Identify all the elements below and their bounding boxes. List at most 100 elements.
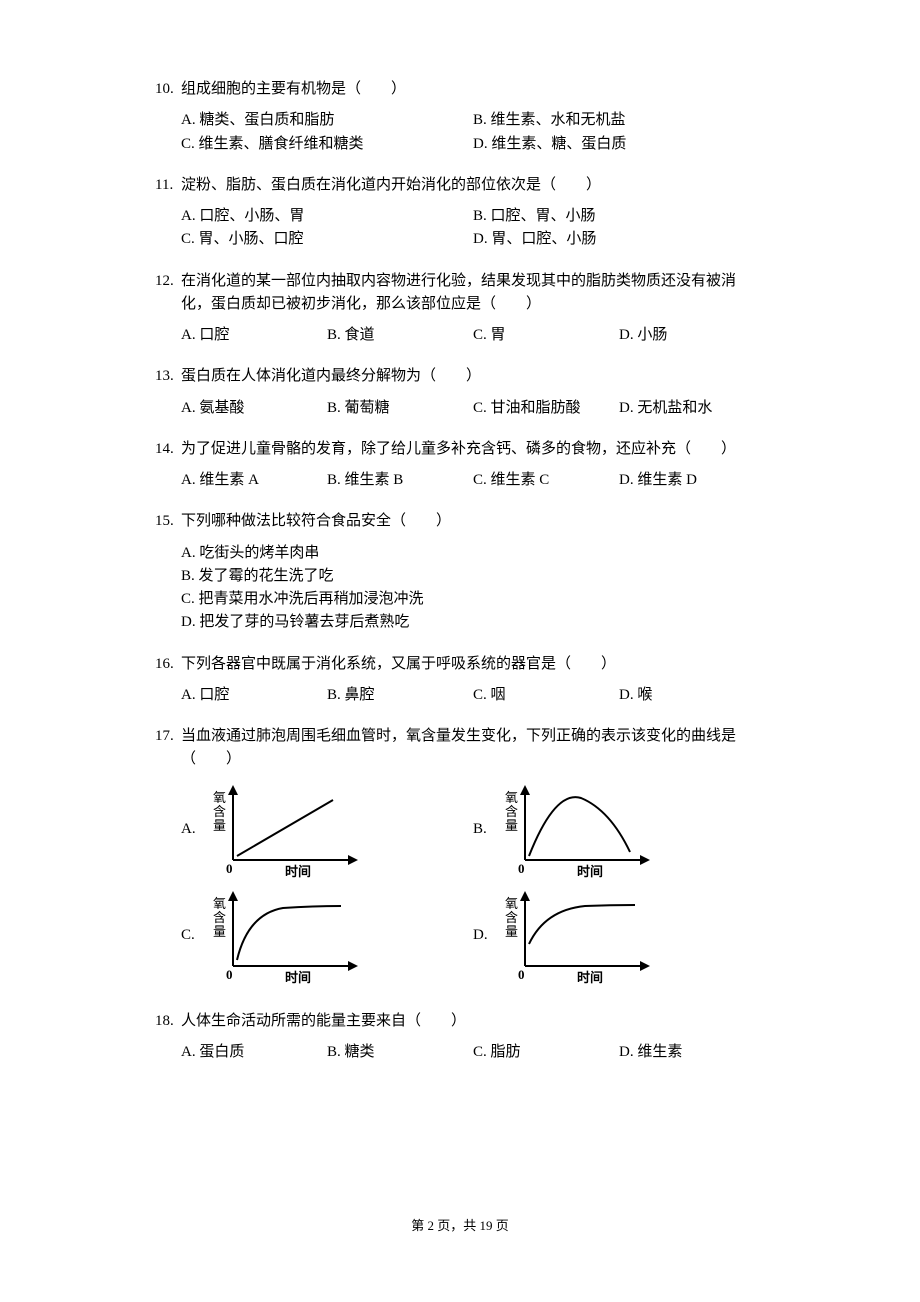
- option-d: D. 把发了芽的马铃薯去芽后煮熟吃: [181, 611, 765, 634]
- options: A. 吃街头的烤羊肉串 B. 发了霉的花生洗了吃 C. 把青菜用水冲洗后再稍加浸…: [181, 542, 765, 635]
- options: A. 蛋白质 B. 糖类 C. 脂肪 D. 维生素: [181, 1041, 765, 1064]
- chart-option-d: D. 氧含量 0 时间: [473, 886, 765, 986]
- svg-text:氧: 氧: [505, 896, 518, 911]
- origin-label: 0: [226, 861, 233, 876]
- question-18: 18. 人体生命活动所需的能量主要来自（ ） A. 蛋白质 B. 糖类 C. 脂…: [155, 1010, 765, 1065]
- option-b: B. 口腔、胃、小肠: [473, 205, 765, 228]
- svg-text:0: 0: [518, 861, 525, 876]
- question-11: 11. 淀粉、脂肪、蛋白质在消化道内开始消化的部位依次是（ ） A. 口腔、小肠…: [155, 174, 765, 252]
- oxygen-chart-b: 氧含量 0 时间: [495, 780, 661, 880]
- chart-svg: 氧含量 0 时间: [495, 780, 661, 880]
- option-b: B. 糖类: [327, 1041, 473, 1064]
- option-d: D. 维生素 D: [619, 469, 765, 492]
- question-stem: 蛋白质在人体消化道内最终分解物为（ ）: [181, 365, 765, 388]
- question-stem: 淀粉、脂肪、蛋白质在消化道内开始消化的部位依次是（ ）: [181, 174, 765, 197]
- svg-text:含: 含: [505, 910, 518, 925]
- exam-page: 10. 组成细胞的主要有机物是（ ） A. 糖类、蛋白质和脂肪 B. 维生素、水…: [0, 0, 920, 1302]
- option-b: B. 维生素、水和无机盐: [473, 109, 765, 132]
- page-footer: 第 2 页，共 19 页: [0, 1216, 920, 1236]
- question-17: 17. 当血液通过肺泡周围毛细血管时，氧含量发生变化，下列正确的表示该变化的曲线…: [155, 725, 765, 992]
- oxygen-chart-a: 氧 含 量 0 时间: [203, 780, 369, 880]
- option-d: D. 喉: [619, 684, 765, 707]
- question-number: 14.: [155, 438, 181, 461]
- svg-text:量: 量: [213, 924, 226, 939]
- question-number: 16.: [155, 653, 181, 676]
- svg-text:氧: 氧: [213, 896, 226, 911]
- option-c: C. 脂肪: [473, 1041, 619, 1064]
- option-d: D. 维生素、糖、蛋白质: [473, 133, 765, 156]
- options: A. 口腔 B. 食道 C. 胃 D. 小肠: [181, 324, 765, 347]
- svg-text:氧: 氧: [505, 790, 518, 805]
- chart-option-b: B. 氧含量 0 时间: [473, 780, 765, 880]
- question-14: 14. 为了促进儿童骨骼的发育，除了给儿童多补充含钙、磷多的食物，还应补充（ ）…: [155, 438, 765, 493]
- svg-text:量: 量: [505, 924, 518, 939]
- question-16: 16. 下列各器官中既属于消化系统，又属于呼吸系统的器官是（ ） A. 口腔 B…: [155, 653, 765, 708]
- chart-svg: 氧含量 0 时间: [203, 886, 369, 986]
- x-axis-label: 时间: [285, 864, 311, 879]
- options: A. 口腔、小肠、胃 B. 口腔、胃、小肠 C. 胃、小肠、口腔 D. 胃、口腔…: [181, 205, 765, 252]
- chart-svg: 氧含量 0 时间: [495, 886, 661, 986]
- question-10: 10. 组成细胞的主要有机物是（ ） A. 糖类、蛋白质和脂肪 B. 维生素、水…: [155, 78, 765, 156]
- option-d: D. 小肠: [619, 324, 765, 347]
- y-axis-char1: 氧: [213, 790, 226, 805]
- option-c: C. 胃: [473, 324, 619, 347]
- option-d: D. 维生素: [619, 1041, 765, 1064]
- question-stem: 组成细胞的主要有机物是（ ）: [181, 78, 765, 101]
- option-b: B. 葡萄糖: [327, 397, 473, 420]
- question-12: 12. 在消化道的某一部位内抽取内容物进行化验，结果发现其中的脂肪类物质还没有被…: [155, 270, 765, 348]
- option-c: C. 咽: [473, 684, 619, 707]
- option-b: B. 维生素 B: [327, 469, 473, 492]
- question-13: 13. 蛋白质在人体消化道内最终分解物为（ ） A. 氨基酸 B. 葡萄糖 C.…: [155, 365, 765, 420]
- option-b: B. 鼻腔: [327, 684, 473, 707]
- question-stem: 当血液通过肺泡周围毛细血管时，氧含量发生变化，下列正确的表示该变化的曲线是（ ）: [181, 725, 765, 772]
- option-b: B. 食道: [327, 324, 473, 347]
- option-d: D. 无机盐和水: [619, 397, 765, 420]
- question-number: 17.: [155, 725, 181, 748]
- question-number: 10.: [155, 78, 181, 101]
- option-a: A. 口腔、小肠、胃: [181, 205, 473, 228]
- option-b: B. 发了霉的花生洗了吃: [181, 565, 765, 588]
- oxygen-chart-d: 氧含量 0 时间: [495, 886, 661, 986]
- y-axis-char2: 含: [213, 804, 226, 819]
- question-number: 12.: [155, 270, 181, 293]
- option-a: A. 氨基酸: [181, 397, 327, 420]
- option-c: C. 维生素 C: [473, 469, 619, 492]
- option-a: A. 蛋白质: [181, 1041, 327, 1064]
- chart-svg: 氧 含 量 0 时间: [203, 780, 369, 880]
- option-label: B.: [473, 818, 495, 841]
- question-number: 15.: [155, 510, 181, 533]
- svg-text:含: 含: [213, 910, 226, 925]
- svg-text:含: 含: [505, 804, 518, 819]
- question-stem: 下列哪种做法比较符合食品安全（ ）: [181, 510, 765, 533]
- oxygen-chart-c: 氧含量 0 时间: [203, 886, 369, 986]
- question-number: 11.: [155, 174, 181, 197]
- question-stem: 为了促进儿童骨骼的发育，除了给儿童多补充含钙、磷多的食物，还应补充（ ）: [181, 438, 765, 461]
- options: A. 糖类、蛋白质和脂肪 B. 维生素、水和无机盐 C. 维生素、膳食纤维和糖类…: [181, 109, 765, 156]
- question-number: 13.: [155, 365, 181, 388]
- option-label: C.: [181, 924, 203, 947]
- question-stem: 人体生命活动所需的能量主要来自（ ）: [181, 1010, 765, 1033]
- option-label: A.: [181, 818, 203, 841]
- svg-text:时间: 时间: [577, 970, 603, 985]
- y-axis-char3: 量: [213, 818, 226, 833]
- option-a: A. 口腔: [181, 684, 327, 707]
- svg-text:时间: 时间: [577, 864, 603, 879]
- svg-text:0: 0: [226, 967, 233, 982]
- option-c: C. 胃、小肠、口腔: [181, 228, 473, 251]
- option-a: A. 维生素 A: [181, 469, 327, 492]
- options: A. 维生素 A B. 维生素 B C. 维生素 C D. 维生素 D: [181, 469, 765, 492]
- option-c: C. 甘油和脂肪酸: [473, 397, 619, 420]
- svg-text:0: 0: [518, 967, 525, 982]
- chart-option-c: C. 氧含量 0 时间: [181, 886, 473, 986]
- question-15: 15. 下列哪种做法比较符合食品安全（ ） A. 吃街头的烤羊肉串 B. 发了霉…: [155, 510, 765, 634]
- options: A. 氨基酸 B. 葡萄糖 C. 甘油和脂肪酸 D. 无机盐和水: [181, 397, 765, 420]
- option-c: C. 维生素、膳食纤维和糖类: [181, 133, 473, 156]
- option-a: A. 口腔: [181, 324, 327, 347]
- option-a: A. 吃街头的烤羊肉串: [181, 542, 765, 565]
- svg-text:量: 量: [505, 818, 518, 833]
- question-stem: 下列各器官中既属于消化系统，又属于呼吸系统的器官是（ ）: [181, 653, 765, 676]
- question-stem: 在消化道的某一部位内抽取内容物进行化验，结果发现其中的脂肪类物质还没有被消化，蛋…: [181, 270, 765, 317]
- option-label: D.: [473, 924, 495, 947]
- option-a: A. 糖类、蛋白质和脂肪: [181, 109, 473, 132]
- svg-text:时间: 时间: [285, 970, 311, 985]
